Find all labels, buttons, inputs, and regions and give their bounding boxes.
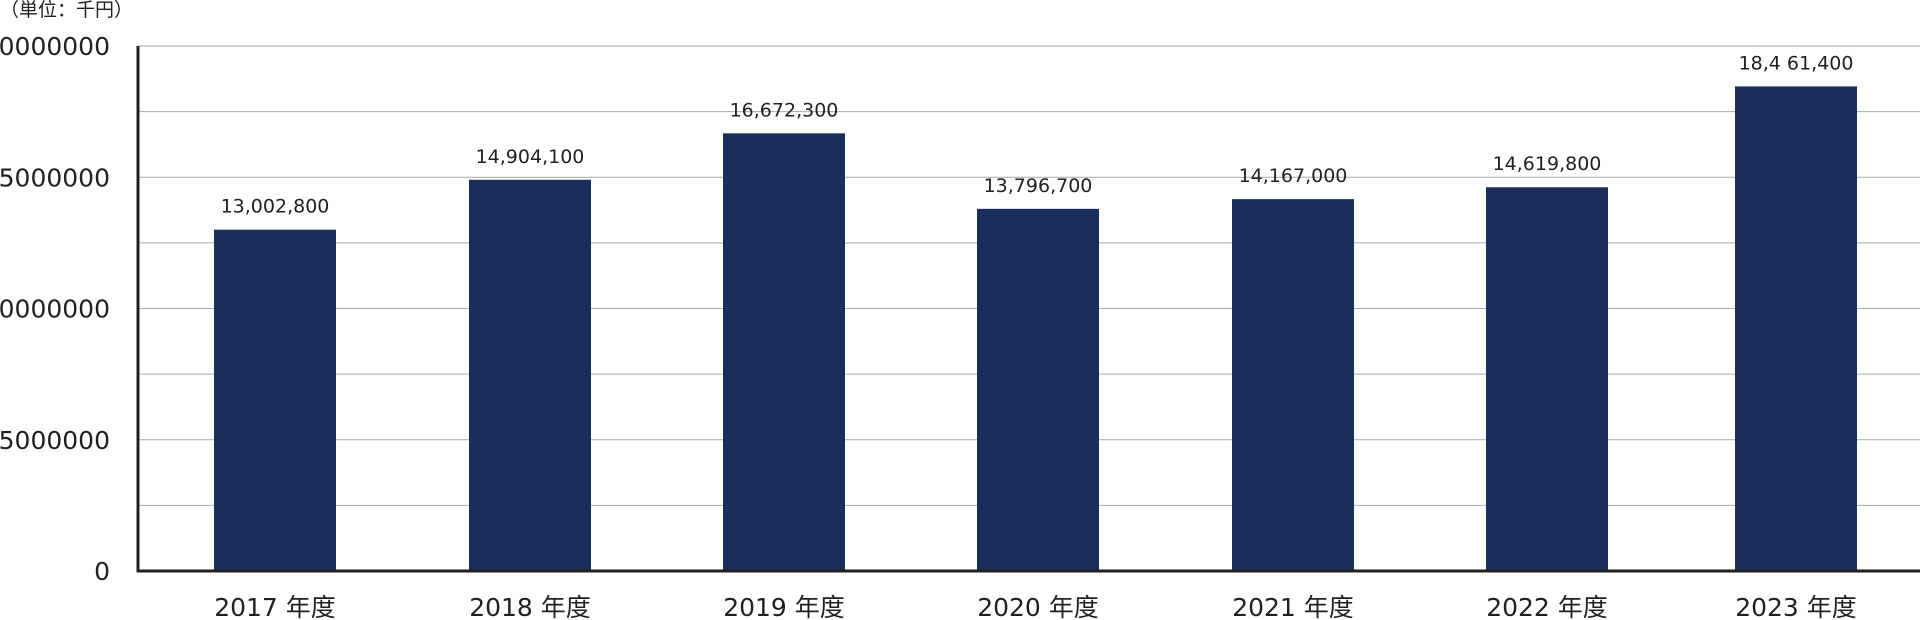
x-tick-label: 2021 年度	[1232, 593, 1354, 620]
axes	[136, 46, 1920, 573]
data-label: 13,796,700	[984, 175, 1093, 197]
bar	[469, 179, 591, 571]
y-tick-label: 0	[94, 557, 110, 586]
bar	[1735, 86, 1857, 572]
data-label: 18,4 61,400	[1739, 52, 1854, 74]
data-label: 14,167,000	[1239, 165, 1348, 187]
y-tick-label: 5000000	[0, 426, 110, 455]
y-tick-label: 15000000	[0, 163, 110, 192]
x-tick-label: 2020 年度	[977, 593, 1099, 620]
data-label: 16,672,300	[730, 99, 839, 121]
y-tick-label: 10000000	[0, 295, 110, 324]
x-tick-label: 2022 年度	[1486, 593, 1608, 620]
x-axis-ticks: 2017 年度 2018 年度 2019 年度 2020 年度 2021 年度 2022 …	[214, 593, 1857, 620]
x-tick-label: 2023 年度	[1735, 593, 1857, 620]
data-label: 13,002,800	[221, 196, 330, 218]
bar	[1486, 187, 1608, 571]
y-tick-label: 20000000	[0, 32, 110, 61]
bar	[1232, 199, 1354, 571]
data-label: 14,619,800	[1493, 153, 1602, 175]
y-axis-ticks: 0 5000000 10000000 15000000 20000000	[0, 32, 110, 586]
data-labels: 13,002,800 14,904,100 16,672,300 13,796,700…	[221, 52, 1854, 217]
bar	[214, 229, 336, 571]
x-tick-label: 2019 年度	[723, 593, 845, 620]
bar	[723, 133, 845, 572]
bars	[214, 86, 1857, 572]
x-tick-label: 2017 年度	[214, 593, 336, 620]
unit-label: （単位：千円）	[0, 0, 133, 21]
bar	[977, 208, 1099, 572]
data-label: 14,904,100	[476, 146, 585, 168]
x-tick-label: 2018 年度	[469, 593, 591, 620]
